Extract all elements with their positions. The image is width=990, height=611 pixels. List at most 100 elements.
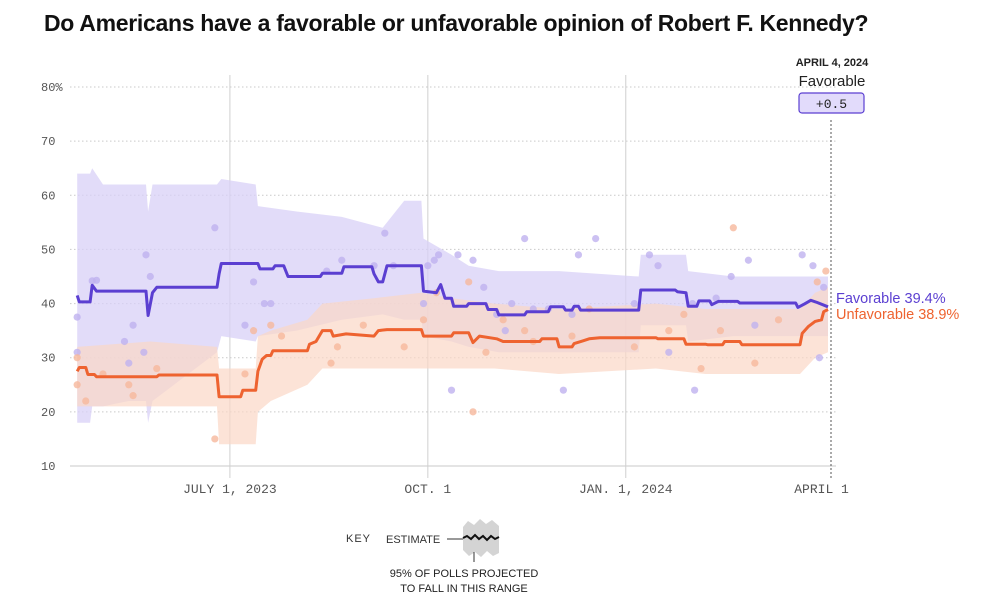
favorable-poll-point: [424, 262, 432, 270]
favorable-poll-point: [744, 256, 752, 264]
favorable-poll-point: [501, 327, 509, 335]
favorable-poll-point: [434, 251, 443, 259]
favorable-poll-point: [338, 256, 346, 264]
favorable-poll-point: [73, 348, 81, 356]
unfavorable-poll-point: [125, 381, 133, 389]
favorable-poll-point: [691, 386, 699, 394]
favorable-poll-point: [447, 386, 456, 394]
unfavorable-poll-point: [129, 392, 137, 400]
y-tick-label: 80%: [41, 81, 63, 95]
favorable-poll-point: [568, 310, 576, 318]
unfavorable-poll-point: [82, 397, 90, 405]
favorable-poll-point: [559, 386, 567, 394]
unfavorable-poll-point: [822, 267, 830, 275]
x-tick-label: OCT. 1: [404, 482, 451, 497]
unfavorable-poll-point: [211, 435, 219, 443]
y-tick-label: 50: [41, 243, 55, 257]
unfavorable-poll-point: [568, 332, 576, 340]
x-tick-label: APRIL 1: [794, 482, 849, 497]
unfavorable-poll-point: [697, 364, 705, 373]
favorable-poll-point: [211, 224, 219, 232]
unfavorable-band: [77, 287, 828, 445]
favorable-poll-point: [430, 256, 438, 264]
x-tick-label: JAN. 1, 2024: [579, 482, 673, 497]
favorable-poll-point: [241, 321, 249, 329]
key-note-line1: 95% OF POLLS PROJECTED: [390, 568, 539, 580]
favorable-poll-point: [419, 299, 428, 308]
unfavorable-poll-point: [499, 316, 507, 324]
favorable-poll-point: [798, 251, 806, 259]
point-layer: [73, 224, 830, 443]
unfavorable-poll-point: [630, 343, 638, 351]
y-tick-label: 30: [41, 352, 55, 366]
favorable-poll-point: [592, 235, 600, 243]
favorable-poll-point: [751, 321, 759, 329]
favorable-poll-point: [454, 251, 462, 259]
favorable-poll-point: [630, 299, 638, 308]
hover-layer: APRIL 4, 2024 Favorable +0.5: [796, 57, 869, 478]
y-tick-label: 40: [41, 298, 55, 312]
unfavorable-poll-point: [327, 359, 335, 367]
y-tick-label: 20: [41, 406, 55, 420]
unfavorable-poll-point: [333, 343, 342, 351]
favorable-poll-point: [120, 337, 129, 346]
favorable-poll-point: [815, 354, 823, 362]
unfavorable-poll-point: [73, 381, 81, 389]
key-layer: KEY ESTIMATE 95% OF POLLS PROJECTED TO FALL…: [346, 519, 538, 595]
unfavorable-poll-point: [774, 316, 783, 324]
chart-title: Do Americans have a favorable or unfavor…: [44, 10, 869, 36]
unfavorable-poll-point: [241, 370, 249, 378]
favorable-poll-point: [381, 229, 389, 237]
favorable-poll-point: [142, 251, 150, 259]
key-label: KEY: [346, 533, 371, 545]
unfavorable-poll-point: [249, 327, 258, 335]
unfavorable-poll-point: [469, 408, 477, 416]
unfavorable-poll-point: [73, 354, 81, 362]
favorable-poll-point: [574, 251, 583, 259]
favorable-poll-point: [645, 251, 654, 259]
line-layer: [75, 262, 829, 399]
unfavorable-poll-point: [813, 278, 821, 286]
favorable-poll-point: [129, 321, 137, 329]
grid-layer: 80% 70 60 50 40 30 20 10 JULY 1, 2023 OCT. 1 JAN. …: [41, 75, 849, 497]
favorable-poll-point: [125, 359, 133, 367]
favorable-poll-point: [146, 272, 154, 281]
unfavorable-poll-point: [359, 321, 367, 329]
y-tick-label: 70: [41, 135, 55, 149]
unfavorable-line: [75, 308, 829, 399]
unfavorable-poll-point: [153, 364, 161, 373]
hover-diff-value: +0.5: [816, 97, 847, 112]
favorable-poll-point: [140, 348, 148, 356]
y-tick-label: 60: [41, 189, 55, 203]
unfavorable-end-label: Unfavorable 38.9%: [836, 307, 959, 323]
favorable-poll-point: [249, 278, 258, 286]
unfavorable-poll-point: [716, 327, 725, 335]
key-estimate-label: ESTIMATE: [386, 534, 440, 546]
favorable-poll-point: [469, 256, 477, 264]
unfavorable-poll-point: [521, 327, 529, 335]
favorable-poll-point: [508, 299, 516, 308]
unfavorable-poll-point: [277, 332, 286, 340]
favorable-poll-point: [820, 283, 828, 291]
unfavorable-poll-point: [465, 278, 473, 286]
favorable-band: [77, 168, 828, 423]
unfavorable-poll-point: [419, 316, 428, 324]
hover-series-label: Favorable: [799, 73, 866, 90]
x-tick-label: JULY 1, 2023: [183, 482, 277, 497]
key-note-line2: TO FALL IN THIS RANGE: [400, 583, 528, 595]
key-estimate-swatch: [462, 533, 500, 542]
label-layer: Favorable 39.4%Unfavorable 38.9%: [836, 291, 959, 323]
unfavorable-poll-point: [400, 343, 408, 351]
favorable-line: [75, 262, 829, 317]
favorable-poll-point: [727, 272, 735, 281]
unfavorable-poll-point: [680, 310, 688, 318]
unfavorable-poll-point: [729, 224, 737, 232]
favorable-poll-point: [73, 313, 81, 321]
favorable-poll-point: [92, 276, 101, 284]
hover-date: APRIL 4, 2024: [796, 57, 869, 69]
favorable-poll-point: [809, 262, 817, 270]
favorable-poll-point: [480, 283, 488, 291]
unfavorable-poll-point: [751, 359, 759, 367]
favorable-poll-point: [654, 262, 662, 270]
